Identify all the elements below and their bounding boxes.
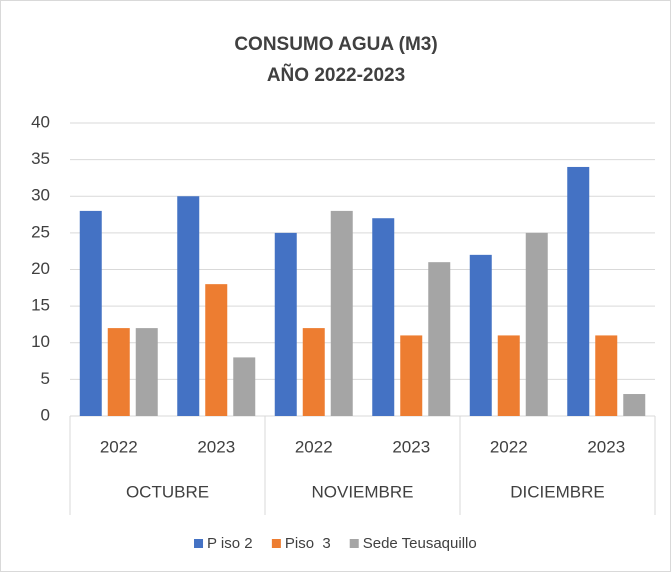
chart-subtitle: AÑO 2022-2023 — [267, 64, 405, 86]
y-tick-label: 10 — [31, 332, 50, 351]
bar — [428, 262, 451, 416]
y-tick-label: 5 — [41, 369, 50, 388]
y-tick-label: 15 — [31, 296, 50, 315]
bar — [623, 394, 646, 416]
bar — [177, 196, 200, 416]
bar — [567, 166, 590, 416]
x-tick-label: 2023 — [392, 437, 430, 456]
bar — [469, 254, 492, 416]
y-tick-label: 35 — [31, 149, 50, 168]
x-tick-label: 2023 — [587, 437, 625, 456]
bar — [79, 210, 102, 416]
y-tick-label: 40 — [31, 112, 50, 131]
bar — [135, 328, 158, 416]
bar — [274, 232, 297, 416]
group-label: NOVIEMBRE — [311, 482, 413, 501]
bar — [302, 328, 325, 416]
x-tick-label: 2022 — [490, 437, 528, 456]
chart-title: CONSUMO AGUA (M3) — [234, 34, 437, 55]
x-tick-label: 2023 — [197, 437, 235, 456]
bar — [107, 328, 130, 416]
legend-label: Piso 3 — [285, 535, 331, 552]
y-tick-label: 30 — [31, 186, 50, 205]
bar — [330, 210, 353, 416]
x-tick-label: 2022 — [100, 437, 138, 456]
bar — [205, 284, 228, 416]
y-tick-label: 25 — [31, 222, 50, 241]
bar — [595, 335, 618, 416]
bar — [497, 335, 520, 416]
bar — [400, 335, 423, 416]
legend-swatch — [271, 539, 281, 548]
y-tick-label: 20 — [31, 259, 50, 278]
group-label: DICIEMBRE — [510, 482, 604, 501]
legend-swatch — [194, 539, 204, 548]
bar — [233, 357, 256, 416]
legend-label: Sede Teusaquillo — [363, 535, 477, 552]
legend-swatch — [349, 539, 359, 548]
y-tick-label: 0 — [41, 405, 50, 424]
bar — [525, 232, 548, 416]
legend-label: P iso 2 — [207, 535, 253, 552]
bar — [372, 218, 395, 416]
x-tick-label: 2022 — [295, 437, 333, 456]
group-label: OCTUBRE — [126, 482, 209, 501]
